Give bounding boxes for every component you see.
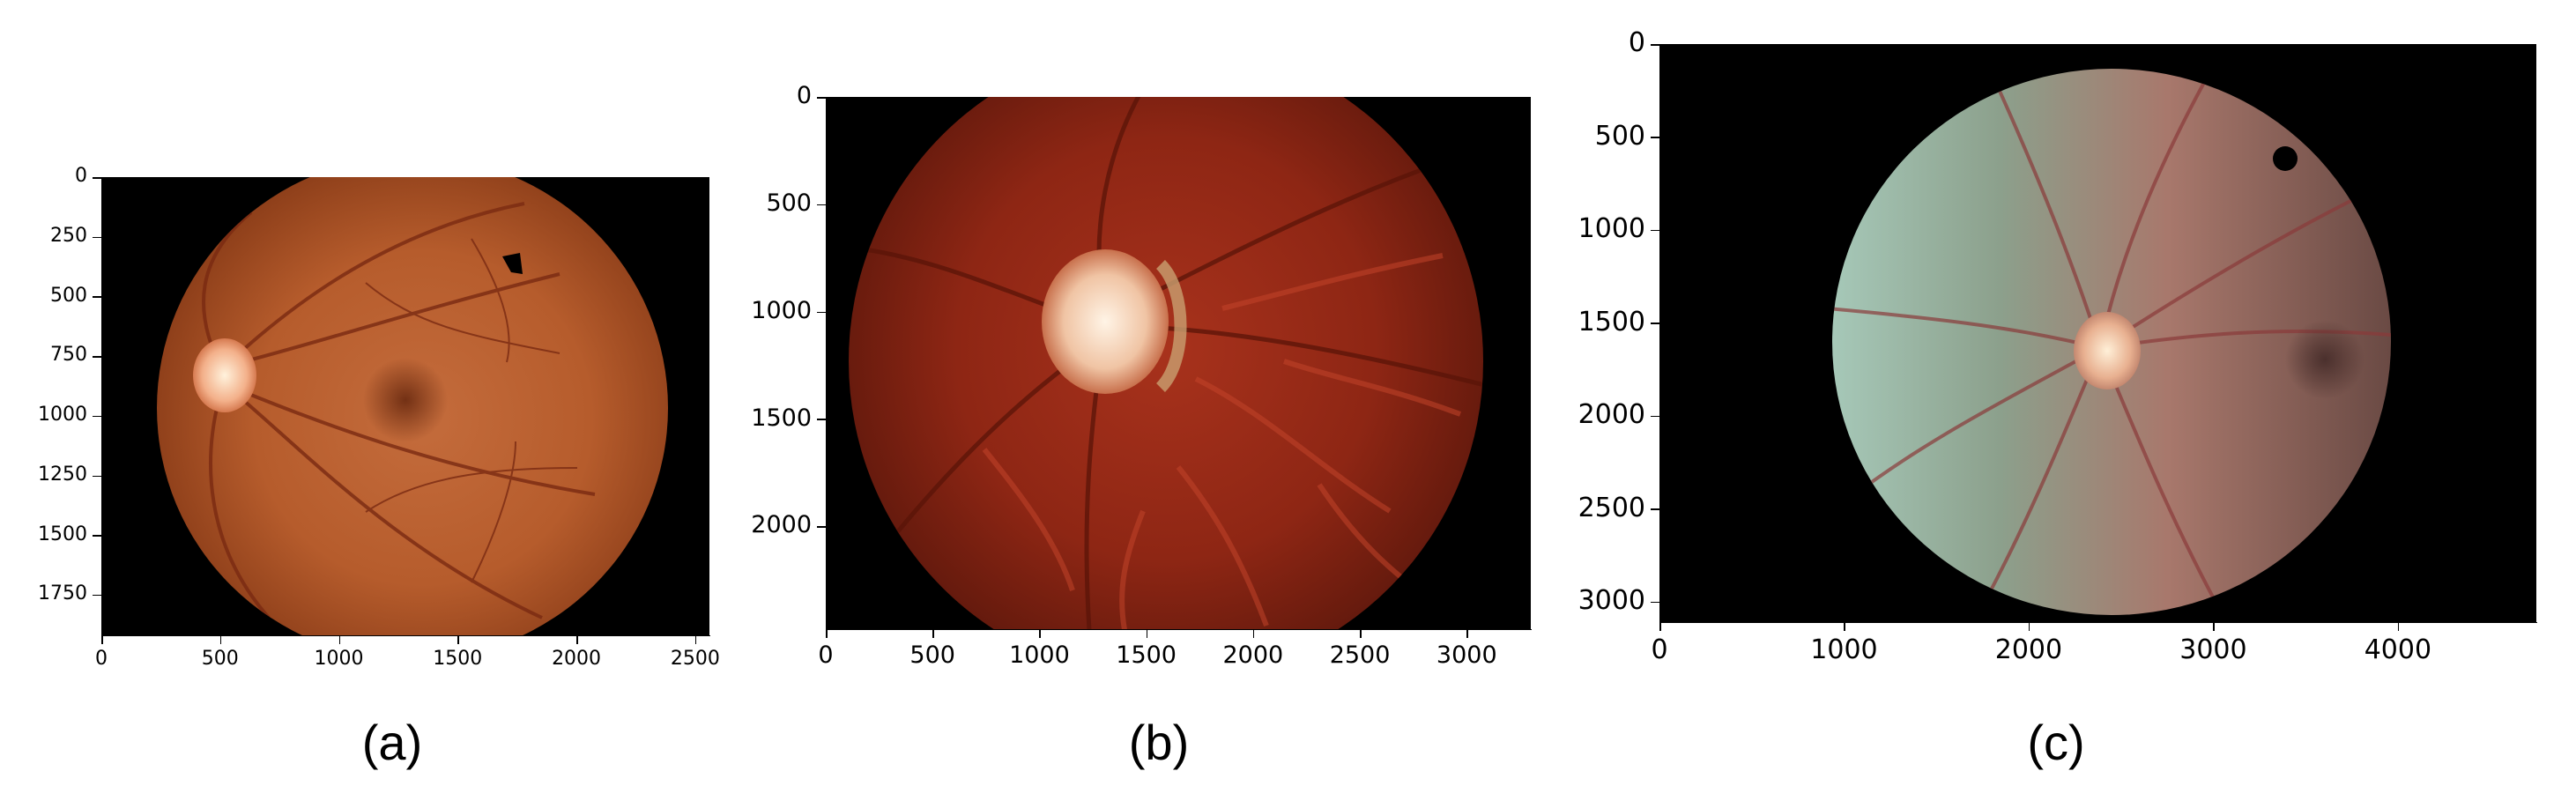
x-tick-label: 2500 — [670, 648, 720, 670]
fundus-image-c — [1659, 44, 2536, 622]
x-tick-mark — [932, 629, 934, 638]
x-tick-mark — [826, 629, 828, 638]
y-tick-label: 1000 — [38, 404, 87, 426]
caption-a: (a) — [361, 715, 423, 770]
caption-c: (c) — [2027, 715, 2085, 770]
y-tick-label: 500 — [766, 189, 812, 218]
y-tick-label: 2500 — [1578, 492, 1645, 523]
y-tick-label: 750 — [50, 344, 87, 367]
y-tick-label: 2000 — [751, 511, 812, 539]
x-tick-label: 0 — [818, 641, 834, 669]
x-tick-mark — [1659, 622, 1661, 631]
x-tick-mark — [1844, 622, 1845, 631]
y-tick-label: 500 — [1594, 120, 1645, 152]
y-tick-label: 1500 — [751, 404, 812, 432]
y-tick-mark — [817, 204, 826, 206]
y-tick-label: 1750 — [38, 582, 87, 605]
y-tick-label: 250 — [50, 225, 87, 248]
y-tick-mark — [1651, 508, 1659, 510]
y-tick-label: 3000 — [1578, 585, 1645, 617]
y-tick-mark — [93, 475, 101, 478]
x-tick-mark — [694, 635, 697, 644]
y-tick-mark — [817, 311, 826, 314]
y-tick-label: 0 — [796, 82, 812, 110]
y-tick-label: 1000 — [751, 296, 812, 324]
y-tick-label: 500 — [50, 284, 87, 307]
x-tick-label: 500 — [909, 641, 955, 669]
x-tick-mark — [1039, 629, 1041, 638]
y-tick-mark — [1651, 601, 1659, 604]
y-tick-mark — [1651, 415, 1659, 418]
x-tick-mark — [338, 635, 341, 644]
y-tick-mark — [1651, 137, 1659, 138]
y-tick-label: 0 — [1628, 27, 1645, 59]
x-tick-label: 3000 — [1436, 641, 1497, 669]
x-tick-mark — [2213, 622, 2215, 631]
y-tick-mark — [93, 356, 101, 358]
x-tick-mark — [2028, 622, 2030, 631]
x-tick-label: 0 — [95, 648, 108, 670]
fundus-image-a — [101, 177, 709, 635]
x-tick-label: 500 — [201, 648, 239, 670]
y-tick-label: 1250 — [38, 463, 87, 486]
y-tick-mark — [817, 526, 826, 528]
x-tick-label: 2000 — [552, 648, 602, 670]
x-tick-label: 2000 — [1994, 634, 2063, 665]
y-tick-mark — [1651, 229, 1659, 232]
x-tick-label: 1000 — [314, 648, 364, 670]
y-tick-label: 1500 — [38, 523, 87, 545]
x-tick-mark — [101, 635, 103, 644]
y-tick-mark — [93, 296, 101, 298]
x-tick-mark — [219, 635, 222, 644]
x-tick-mark — [1252, 629, 1255, 638]
x-tick-label: 2500 — [1329, 641, 1391, 669]
y-tick-mark — [93, 177, 101, 179]
x-tick-label: 1500 — [433, 648, 483, 670]
x-tick-mark — [1146, 629, 1148, 638]
y-tick-mark — [817, 97, 826, 99]
x-tick-label: 1000 — [1009, 641, 1070, 669]
y-tick-label: 1500 — [1578, 306, 1645, 337]
y-tick-mark — [93, 535, 101, 537]
y-tick-mark — [817, 419, 826, 420]
x-tick-label: 3000 — [2179, 634, 2247, 665]
fundus-image-b — [826, 97, 1531, 629]
x-tick-mark — [1466, 629, 1468, 638]
x-tick-label: 1500 — [1116, 641, 1177, 669]
x-tick-mark — [1360, 629, 1362, 638]
x-tick-mark — [457, 635, 459, 644]
y-tick-label: 2000 — [1578, 399, 1645, 431]
y-tick-label: 0 — [75, 165, 87, 188]
x-tick-label: 1000 — [1810, 634, 1878, 665]
y-tick-mark — [93, 594, 101, 597]
x-tick-label: 2000 — [1222, 641, 1284, 669]
y-tick-label: 1000 — [1578, 213, 1645, 245]
x-tick-label: 0 — [1651, 634, 1668, 665]
y-tick-mark — [93, 236, 101, 239]
x-tick-mark — [2397, 622, 2400, 631]
y-tick-mark — [1651, 323, 1659, 324]
x-tick-label: 4000 — [2364, 634, 2432, 665]
x-tick-mark — [576, 635, 578, 644]
y-tick-mark — [1651, 44, 1659, 46]
caption-b: (b) — [1128, 715, 1190, 770]
y-tick-mark — [93, 415, 101, 418]
